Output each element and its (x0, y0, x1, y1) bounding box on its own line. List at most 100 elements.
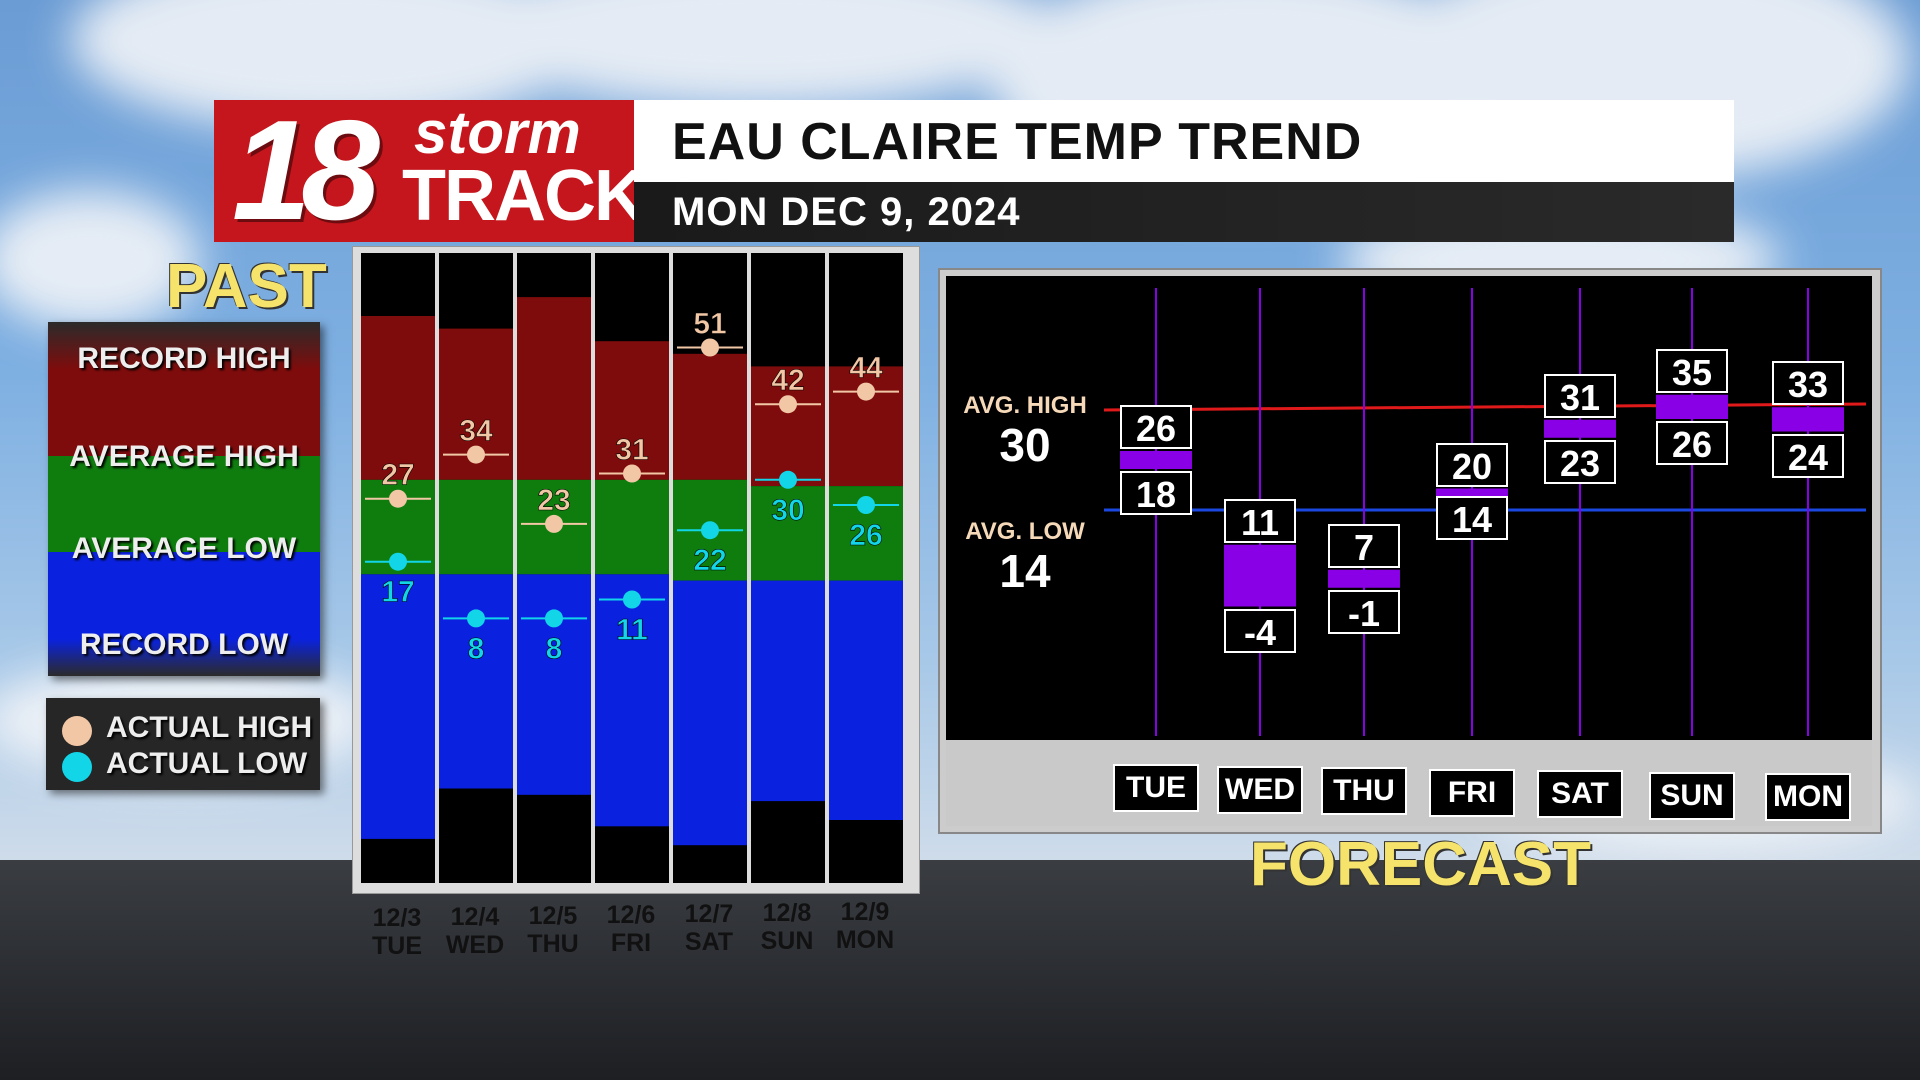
past-column-mon: 44 26 (829, 253, 903, 883)
record-low-band (361, 574, 435, 839)
forecast-range-bar (1656, 394, 1728, 419)
past-date-label-tue: 12/3 TUE (357, 904, 437, 960)
forecast-range-bar (1224, 544, 1296, 607)
record-low-band (673, 580, 747, 846)
actual-low-point (467, 609, 485, 628)
past-column-sun: 42 30 (751, 253, 825, 883)
legend-record-low: RECORD LOW (79, 628, 289, 661)
forecast-high-tag: 7 (1328, 523, 1400, 568)
past-date-label-thu: 12/5 THU (513, 902, 593, 958)
date-text: 12/5 (528, 902, 578, 930)
record-high-band (361, 316, 435, 480)
day-text: SAT (684, 928, 734, 956)
record-low-band (439, 574, 513, 789)
actual-low-point (779, 470, 797, 489)
actual-high-label: 34 (459, 415, 493, 448)
past-column-wed: 34 8 (439, 253, 513, 883)
past-date-label-wed: 12/4 WED (435, 903, 515, 959)
record-high-band (673, 353, 747, 480)
average-band (751, 486, 825, 581)
day-text: THU (527, 930, 579, 958)
average-band (595, 479, 669, 575)
actual-high-label: 42 (771, 364, 804, 397)
logo-storm-text: storm (414, 99, 581, 166)
past-column-sat: 51 22 (673, 253, 747, 883)
legend-record-high: RECORD HIGH (77, 342, 291, 375)
past-column-tue: 27 17 (361, 253, 435, 883)
past-chart-frame: 27 17 34 8 23 8 31 11 51 22 42 30 44 26 (352, 246, 920, 894)
past-date-label-fri: 12/6 FRI (591, 901, 671, 957)
actual-high-label: 44 (849, 352, 883, 385)
actual-low-dot-icon (62, 752, 92, 782)
date-text: MON DEC 9, 2024 (672, 190, 1021, 234)
forecast-day-label-thu: THU (1321, 767, 1407, 815)
forecast-low-tag: 23 (1544, 439, 1616, 484)
date-text: 12/4 (450, 903, 500, 931)
forecast-day-thu (1328, 288, 1400, 736)
forecast-low-tag: 26 (1656, 421, 1728, 465)
day-text: TUE (372, 932, 422, 960)
legend-actual-low: ACTUAL LOW (106, 747, 308, 780)
page-title: EAU CLAIRE TEMP TREND (672, 113, 1363, 171)
forecast-high-tag: 31 (1544, 373, 1616, 418)
forecast-high-tag: 26 (1120, 405, 1192, 449)
actual-low-label: 8 (468, 632, 485, 665)
forecast-range-bar (1328, 569, 1400, 588)
forecast-high-tag: 35 (1656, 348, 1728, 393)
actual-low-label: 11 (616, 614, 648, 647)
date-text: 12/7 (684, 900, 734, 928)
past-column-fri: 31 11 (595, 253, 669, 883)
forecast-day-label-tue: TUE (1113, 764, 1199, 812)
avg-low-block: AVG. LOW 14 (950, 518, 1100, 596)
forecast-title: FORECAST (1250, 830, 1591, 899)
legend-band-record-high (48, 322, 320, 456)
legend-band-record-low (48, 552, 320, 676)
record-high-band (595, 341, 669, 480)
actual-high-point (545, 514, 563, 533)
actual-high-point (779, 395, 797, 414)
actual-high-point (857, 382, 875, 401)
past-date-label-sat: 12/7 SAT (669, 900, 749, 956)
avg-low-value: 14 (999, 545, 1051, 597)
past-date-label-sun: 12/8 SUN (747, 899, 827, 955)
forecast-range-bar (1544, 419, 1616, 438)
past-title: PAST (166, 252, 327, 321)
actual-low-label: 17 (381, 576, 414, 609)
forecast-day-label-mon: MON (1765, 773, 1851, 821)
forecast-range-bar (1120, 451, 1192, 469)
dot-legend: ACTUAL HIGH ACTUAL LOW (46, 698, 320, 790)
logo-track-text: TRACK (402, 156, 646, 236)
forecast-high-tag: 20 (1436, 442, 1508, 487)
actual-low-point (623, 590, 641, 609)
actual-high-label: 31 (615, 434, 648, 467)
actual-high-label: 27 (381, 459, 414, 492)
record-high-band (751, 366, 825, 487)
logo-number: 18 (232, 91, 380, 250)
day-text: FRI (610, 929, 652, 957)
date-text: 12/9 (840, 898, 890, 926)
day-text: WED (445, 931, 505, 959)
actual-high-label: 23 (537, 484, 570, 517)
actual-low-point (545, 609, 563, 628)
actual-low-label: 22 (693, 544, 726, 577)
past-column-thu: 23 8 (517, 253, 591, 883)
actual-low-label: 30 (771, 494, 804, 527)
title-bar: EAU CLAIRE TEMP TREND (634, 100, 1734, 182)
forecast-range-bar (1772, 407, 1844, 432)
actual-high-point (467, 445, 485, 464)
date-text: 12/3 (372, 904, 422, 932)
record-low-band (595, 574, 669, 827)
storm-track-logo: 18 storm TRACK (214, 99, 646, 242)
actual-low-label: 26 (849, 519, 882, 552)
forecast-low-tag: -1 (1328, 589, 1400, 634)
legend-actual-high: ACTUAL HIGH (106, 711, 313, 744)
date-text: 12/8 (762, 899, 812, 927)
avg-high-value: 30 (999, 419, 1051, 471)
legend-average-high: AVERAGE HIGH (69, 440, 299, 473)
actual-low-label: 8 (546, 632, 563, 665)
actual-low-point (701, 521, 719, 540)
avg-high-line (1103, 402, 1867, 412)
forecast-high-tag: 11 (1224, 498, 1296, 543)
past-chart: 27 17 34 8 23 8 31 11 51 22 42 30 44 26 (361, 253, 903, 883)
actual-high-label: 51 (693, 308, 726, 341)
